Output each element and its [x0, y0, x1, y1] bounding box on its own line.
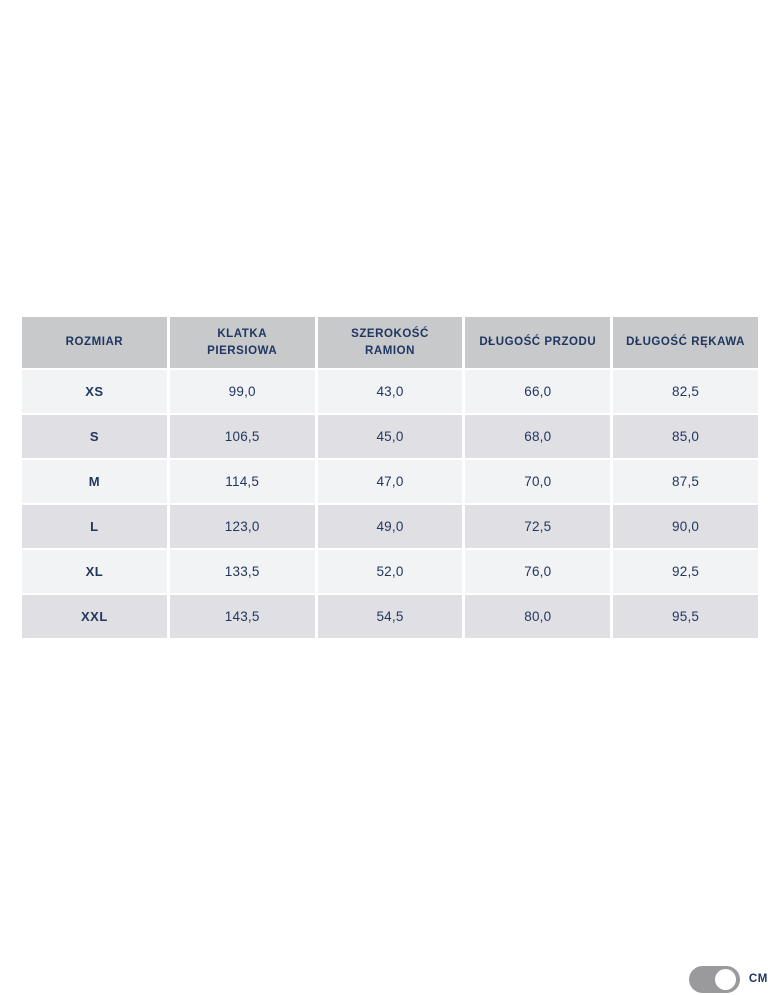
- cell-shoulder: 54,5: [317, 595, 463, 638]
- cell-size: XXL: [22, 595, 167, 638]
- table-row: XL 133,5 52,0 76,0 92,5: [22, 550, 758, 593]
- toggle-knob: [714, 968, 736, 990]
- cell-chest: 143,5: [169, 595, 315, 638]
- cell-front-length: 70,0: [465, 460, 611, 503]
- cell-shoulder: 45,0: [317, 415, 463, 458]
- column-header-dlugosc-rekawa: DŁUGOŚĆ RĘKAWA: [613, 317, 758, 368]
- size-chart-page: ROZMIAR KLATKA PIERSIOWA SZEROKOŚĆ RAMIO…: [22, 317, 767, 993]
- column-header-klatka-piersiowa-line-2: PIERSIOWA: [207, 344, 278, 357]
- table-row: XXL 143,5 54,5 80,0 95,5: [22, 595, 758, 638]
- cell-front-length: 80,0: [465, 595, 611, 638]
- table-row: L 123,0 49,0 72,5 90,0: [22, 505, 758, 548]
- size-chart-table-container: ROZMIAR KLATKA PIERSIOWA SZEROKOŚĆ RAMIO…: [22, 317, 767, 993]
- cell-size: L: [22, 505, 167, 548]
- table-header-row: ROZMIAR KLATKA PIERSIOWA SZEROKOŚĆ RAMIO…: [22, 317, 758, 368]
- column-header-rozmiar: ROZMIAR: [22, 317, 167, 368]
- cell-size: XL: [22, 550, 167, 593]
- column-header-szerokosc-ramion: SZEROKOŚĆ RAMION: [317, 317, 463, 368]
- column-header-szerokosc-ramion-line-2: RAMION: [365, 344, 415, 357]
- cell-size: XS: [22, 370, 167, 413]
- column-header-klatka-piersiowa: KLATKA PIERSIOWA: [169, 317, 315, 368]
- cell-shoulder: 49,0: [317, 505, 463, 548]
- unit-toggle-row: CM: [22, 963, 768, 995]
- cell-front-length: 66,0: [465, 370, 611, 413]
- cell-front-length: 68,0: [465, 415, 611, 458]
- cell-size: S: [22, 415, 167, 458]
- table-row: S 106,5 45,0 68,0 85,0: [22, 415, 758, 458]
- cell-shoulder: 43,0: [317, 370, 463, 413]
- table-row: M 114,5 47,0 70,0 87,5: [22, 460, 758, 503]
- cell-sleeve-length: 92,5: [613, 550, 758, 593]
- column-header-rozmiar-line-1: ROZMIAR: [65, 336, 124, 348]
- cell-shoulder: 47,0: [317, 460, 463, 503]
- column-header-dlugosc-rekawa-line-1: DŁUGOŚĆ RĘKAWA: [626, 336, 746, 348]
- column-header-dlugosc-przodu: DŁUGOŚĆ PRZODU: [465, 317, 611, 368]
- table-header: ROZMIAR KLATKA PIERSIOWA SZEROKOŚĆ RAMIO…: [22, 317, 758, 368]
- size-chart-table: ROZMIAR KLATKA PIERSIOWA SZEROKOŚĆ RAMIO…: [19, 315, 761, 640]
- unit-label: CM: [748, 972, 768, 985]
- cell-chest: 106,5: [169, 415, 315, 458]
- cell-chest: 123,0: [169, 505, 315, 548]
- cell-sleeve-length: 95,5: [613, 595, 758, 638]
- cell-shoulder: 52,0: [317, 550, 463, 593]
- cell-chest: 99,0: [169, 370, 315, 413]
- cell-chest: 133,5: [169, 550, 315, 593]
- table-row: XS 99,0 43,0 66,0 82,5: [22, 370, 758, 413]
- cell-sleeve-length: 90,0: [613, 505, 758, 548]
- column-header-dlugosc-przodu-line-1: DŁUGOŚĆ PRZODU: [479, 336, 597, 348]
- cell-front-length: 72,5: [465, 505, 611, 548]
- cell-sleeve-length: 82,5: [613, 370, 758, 413]
- cell-sleeve-length: 85,0: [613, 415, 758, 458]
- cell-front-length: 76,0: [465, 550, 611, 593]
- cell-size: M: [22, 460, 167, 503]
- toggle-switch-icon[interactable]: [688, 965, 740, 993]
- cell-sleeve-length: 87,5: [613, 460, 758, 503]
- cell-chest: 114,5: [169, 460, 315, 503]
- column-header-klatka-piersiowa-line-1: KLATKA: [217, 327, 268, 340]
- column-header-szerokosc-ramion-line-1: SZEROKOŚĆ: [351, 327, 429, 340]
- table-body: XS 99,0 43,0 66,0 82,5 S 106,5 45,0 68,0…: [22, 370, 758, 638]
